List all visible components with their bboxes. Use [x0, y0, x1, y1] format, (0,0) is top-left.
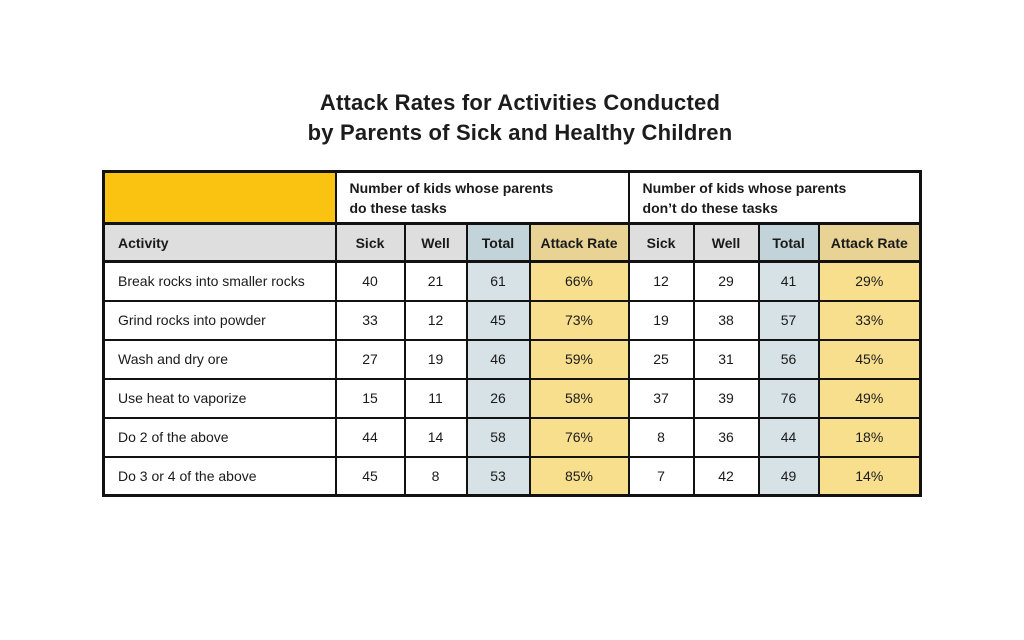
total-cell: 58 — [465, 416, 531, 458]
col-header-sick-do: Sick — [334, 222, 406, 263]
total-cell: 46 — [465, 338, 531, 380]
total-cell: 49 — [757, 455, 820, 497]
attack-rate-cell: 73% — [528, 299, 630, 341]
chart-title-line-1: Attack Rates for Activities Conducted — [319, 90, 721, 115]
value-cell: 25 — [627, 338, 695, 380]
table-row: Wash and dry ore 27 19 46 59% 25 31 56 4… — [102, 338, 922, 380]
total-cell: 56 — [757, 338, 820, 380]
value-cell: 8 — [627, 416, 695, 458]
attack-rates-table: Number of kids whose parents do these ta… — [102, 170, 923, 497]
group-header-dont-line-1: Number of kids whose parents — [642, 179, 847, 196]
value-cell: 7 — [627, 455, 695, 497]
col-header-well-dont: Well — [692, 222, 760, 263]
activity-cell: Use heat to vaporize — [102, 377, 337, 419]
table-row: Use heat to vaporize 15 11 26 58% 37 39 … — [102, 377, 922, 419]
activity-cell: Do 2 of the above — [102, 416, 337, 458]
value-cell: 14 — [403, 416, 468, 458]
attack-rate-cell: 58% — [528, 377, 630, 419]
value-cell: 27 — [334, 338, 406, 380]
total-cell: 41 — [757, 260, 820, 302]
attack-rate-cell: 29% — [817, 260, 922, 302]
value-cell: 39 — [692, 377, 760, 419]
value-cell: 11 — [403, 377, 468, 419]
total-cell: 57 — [757, 299, 820, 341]
attack-rate-cell: 85% — [528, 455, 630, 497]
column-header-row: Activity Sick Well Total Attack Rate Sic… — [102, 222, 922, 263]
value-cell: 38 — [692, 299, 760, 341]
col-header-attack-rate-do: Attack Rate — [528, 222, 630, 263]
activity-cell: Do 3 or 4 of the above — [102, 455, 337, 497]
attack-rate-cell: 59% — [528, 338, 630, 380]
col-header-total-do: Total — [465, 222, 531, 263]
value-cell: 19 — [627, 299, 695, 341]
total-cell: 76 — [757, 377, 820, 419]
col-header-sick-dont: Sick — [627, 222, 695, 263]
value-cell: 45 — [334, 455, 406, 497]
table-row: Break rocks into smaller rocks 40 21 61 … — [102, 260, 922, 302]
attack-rate-cell: 14% — [817, 455, 922, 497]
value-cell: 42 — [692, 455, 760, 497]
value-cell: 12 — [627, 260, 695, 302]
table-row: Do 2 of the above 44 14 58 76% 8 36 44 1… — [102, 416, 922, 458]
col-header-total-dont: Total — [757, 222, 820, 263]
value-cell: 40 — [334, 260, 406, 302]
attack-rate-cell: 76% — [528, 416, 630, 458]
group-header-row: Number of kids whose parents do these ta… — [102, 170, 922, 225]
group-header-dont: Number of kids whose parents don’t do th… — [627, 170, 922, 225]
gold-corner-cell — [102, 170, 337, 225]
attack-rate-cell: 66% — [528, 260, 630, 302]
col-header-activity: Activity — [102, 222, 337, 263]
group-header-do-line-2: do these tasks — [349, 199, 447, 216]
col-header-attack-rate-dont: Attack Rate — [817, 222, 922, 263]
total-cell: 61 — [465, 260, 531, 302]
total-cell: 26 — [465, 377, 531, 419]
activity-cell: Wash and dry ore — [102, 338, 337, 380]
table-row: Do 3 or 4 of the above 45 8 53 85% 7 42 … — [102, 455, 922, 497]
value-cell: 8 — [403, 455, 468, 497]
chart-title: Attack Rates for Activities Conducted by… — [0, 88, 1024, 148]
total-cell: 44 — [757, 416, 820, 458]
col-header-well-do: Well — [403, 222, 468, 263]
attack-rate-cell: 18% — [817, 416, 922, 458]
table-row: Grind rocks into powder 33 12 45 73% 19 … — [102, 299, 922, 341]
value-cell: 12 — [403, 299, 468, 341]
value-cell: 19 — [403, 338, 468, 380]
attack-rate-cell: 33% — [817, 299, 922, 341]
attack-rate-cell: 49% — [817, 377, 922, 419]
activity-cell: Grind rocks into powder — [102, 299, 337, 341]
chart-title-line-2: by Parents of Sick and Healthy Children — [307, 120, 733, 145]
attack-rate-cell: 45% — [817, 338, 922, 380]
value-cell: 15 — [334, 377, 406, 419]
group-header-dont-line-2: don’t do these tasks — [642, 199, 778, 216]
value-cell: 29 — [692, 260, 760, 302]
value-cell: 31 — [692, 338, 760, 380]
value-cell: 36 — [692, 416, 760, 458]
value-cell: 44 — [334, 416, 406, 458]
value-cell: 37 — [627, 377, 695, 419]
total-cell: 45 — [465, 299, 531, 341]
value-cell: 21 — [403, 260, 468, 302]
activity-cell: Break rocks into smaller rocks — [102, 260, 337, 302]
total-cell: 53 — [465, 455, 531, 497]
group-header-do: Number of kids whose parents do these ta… — [334, 170, 630, 225]
value-cell: 33 — [334, 299, 406, 341]
group-header-do-line-1: Number of kids whose parents — [349, 179, 554, 196]
